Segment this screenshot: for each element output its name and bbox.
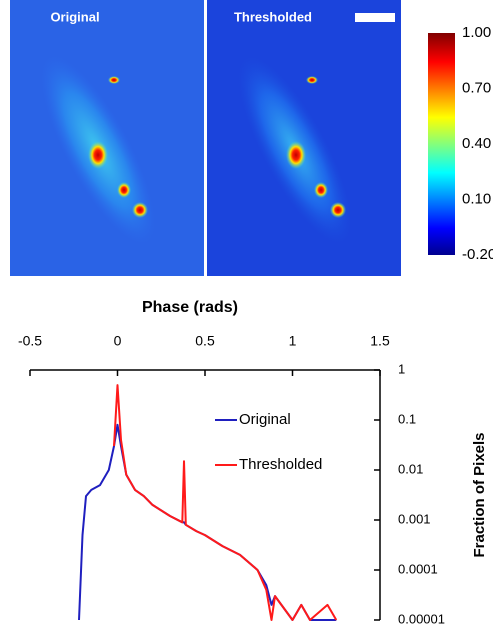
y-tick-label: 0.0001 [398,561,438,576]
x-tick-label: 0 [114,333,122,349]
y-tick-label: 0.00001 [398,611,445,626]
series-line [78,423,337,621]
y-tick-label: 1 [398,361,405,376]
x-tick-label: 1 [289,333,297,349]
y-tick-label: 0.001 [398,511,431,526]
x-tick-label: 0.5 [195,333,215,349]
cell-thresholded [238,56,352,244]
x-tick-label: 1.5 [370,333,390,349]
panel-label: Thresholded [234,9,312,24]
legend-label: Original [239,411,291,428]
scale-bar [355,13,395,22]
y-tick-label: 0.01 [398,461,423,476]
colorbar [428,33,455,255]
y-tick-label: 0.1 [398,411,416,426]
y-axis-title: Fraction of Pixels [471,432,488,557]
colorbar-tick-label: 1.00 [462,24,491,41]
x-tick-label: -0.5 [18,333,42,349]
image-panels: Original Thresholded [10,0,455,276]
panel-label: Original [50,9,99,24]
colorbar-tick-label: 0.40 [462,135,491,152]
cell-original [41,56,155,244]
colorbar-tick-label: 0.70 [462,79,491,96]
x-axis-title: Phase (rads) [142,299,238,316]
series-line [113,384,338,621]
colorbar-tick-label: -0.20 [462,246,493,263]
colorbar-tick-label: 0.10 [462,190,491,207]
legend-label: Thresholded [239,456,322,473]
